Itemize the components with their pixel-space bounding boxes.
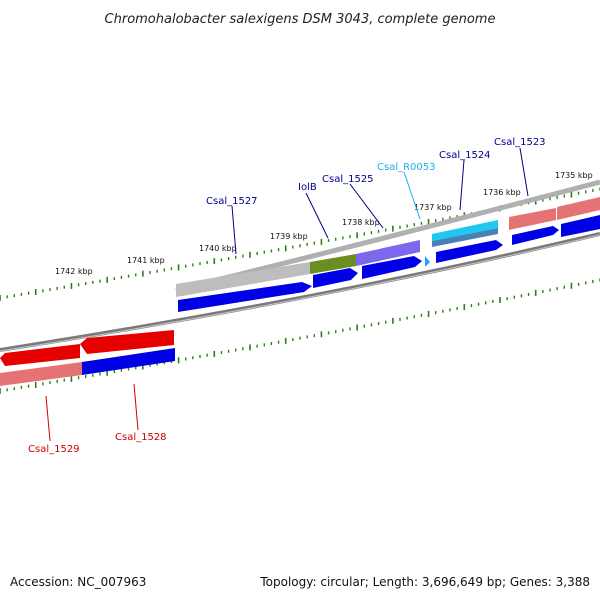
gene-labels: Csal_1523 Csal_1524 Csal_R0053 Csal_1525… (28, 137, 546, 455)
gene-segment-csal-1528[interactable] (82, 348, 175, 375)
gene-segment-csal-1527[interactable] (176, 262, 310, 297)
gene-label-csal-1524[interactable]: Csal_1524 (439, 150, 491, 161)
accession-text: Accession: NC_007963 (10, 575, 146, 589)
gene-label-csal-1523[interactable]: Csal_1523 (494, 137, 546, 148)
gene-segment-csal-1524[interactable] (432, 220, 498, 241)
tick-label: 1739 kbp (270, 232, 308, 241)
gene-segment-csal-1523[interactable] (509, 208, 556, 230)
tick-label: 1740 kbp (199, 244, 237, 253)
tick-labels: 1735 kbp 1736 kbp 1737 kbp 1738 kbp 1739… (55, 171, 593, 276)
gene-label-csal-1529[interactable]: Csal_1529 (28, 444, 80, 455)
tick-label: 1735 kbp (555, 171, 593, 180)
gene-leaders (45, 147, 529, 442)
gene-label-csal-r0053[interactable]: Csal_R0053 (377, 162, 436, 173)
tick-label: 1737 kbp (414, 203, 452, 212)
tick-label: 1736 kbp (483, 188, 521, 197)
cds-arrow-csal-1528-reverse[interactable] (80, 330, 174, 354)
gene-segment-csal-1525[interactable] (356, 240, 420, 266)
tick-label: 1738 kbp (342, 218, 380, 227)
backbone-main (0, 232, 600, 352)
gene-band-lower-left (0, 330, 175, 386)
gene-segment-iolb[interactable] (310, 254, 356, 274)
summary-text: Topology: circular; Length: 3,696,649 bp… (259, 575, 590, 589)
gene-label-iolb[interactable]: IolB (298, 182, 317, 193)
cds-arrow-csal-1527[interactable] (178, 282, 312, 312)
gene-label-csal-1525[interactable]: Csal_1525 (322, 174, 374, 185)
cds-arrow-csal-1525[interactable] (362, 256, 422, 279)
cds-arrow-csal-1523[interactable] (512, 226, 559, 245)
map-title: Chromohalobacter salexigens DSM 3043, co… (105, 12, 496, 27)
tick-label: 1742 kbp (55, 267, 93, 276)
tick-label: 1741 kbp (127, 256, 165, 265)
cds-arrow-csal-1524[interactable] (436, 240, 503, 263)
cds-forward-upper (178, 215, 600, 312)
cds-arrow-csal-1529[interactable] (0, 344, 80, 366)
gene-segment-csal-1529[interactable] (0, 362, 82, 386)
gene-label-csal-1527[interactable]: Csal_1527 (206, 196, 258, 207)
gene-label-csal-1528[interactable]: Csal_1528 (115, 432, 167, 443)
gene-band-upper (176, 197, 600, 297)
tick-rows (0, 187, 600, 394)
rna-arrow-csal-r0053[interactable] (425, 256, 430, 267)
cds-arrow-iolb[interactable] (313, 268, 358, 288)
